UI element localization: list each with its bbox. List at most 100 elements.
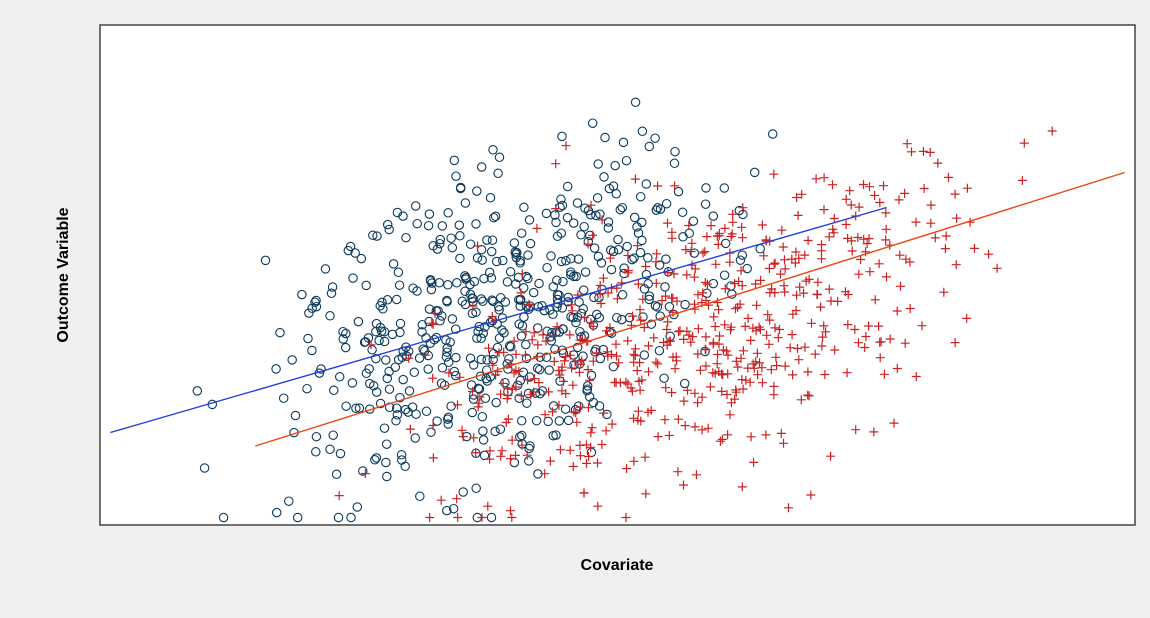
circle-point — [548, 401, 559, 411]
plus-point — [565, 350, 575, 360]
plus-point — [700, 344, 710, 354]
circle-point — [515, 301, 525, 311]
circle-point — [523, 250, 533, 260]
circle-point — [400, 404, 411, 415]
plus-point — [673, 414, 683, 424]
plus-point — [711, 259, 721, 269]
plus-point — [576, 359, 586, 369]
plus-point — [793, 344, 802, 353]
circle-point — [482, 355, 492, 365]
plus-point — [421, 350, 431, 360]
plus-point — [824, 284, 834, 294]
plus-point — [588, 356, 598, 366]
plus-point — [776, 428, 786, 438]
plus-point — [444, 368, 454, 378]
plus-point — [881, 235, 891, 245]
circle-point — [500, 377, 510, 388]
circle-point — [477, 255, 487, 265]
circle-point — [591, 210, 601, 221]
circle-point — [486, 273, 497, 283]
plus-point — [366, 340, 376, 350]
plus-point — [660, 415, 670, 425]
circle-point — [618, 137, 629, 148]
circle-point — [458, 487, 468, 497]
circle-point — [292, 512, 303, 523]
plus-point — [720, 284, 730, 294]
circle-point — [637, 217, 647, 228]
circle-point — [442, 296, 452, 307]
plus-point — [605, 253, 615, 263]
plus-point — [498, 378, 508, 388]
plus-point — [667, 227, 677, 237]
plus-point — [567, 363, 577, 373]
plus-point — [487, 312, 497, 321]
circle-point — [476, 162, 487, 172]
plus-point — [764, 264, 774, 273]
circle-point — [424, 304, 435, 314]
circle-point — [481, 373, 491, 384]
plus-point — [769, 169, 779, 179]
plus-point — [821, 327, 831, 337]
circle-point — [670, 146, 680, 157]
plus-point — [875, 353, 885, 363]
circle-point — [356, 253, 367, 264]
plus-point — [517, 440, 527, 450]
plus-point — [629, 349, 639, 359]
circle-point — [621, 155, 632, 166]
plus-point — [597, 440, 607, 449]
plus-point — [636, 416, 646, 426]
plus-point — [632, 241, 642, 251]
circle-point — [393, 267, 404, 278]
plus-point — [469, 433, 479, 443]
circle-point — [311, 447, 321, 457]
circle-point — [680, 299, 690, 310]
plus-point — [428, 373, 438, 383]
circle-point — [522, 398, 532, 408]
plus-point — [662, 325, 672, 334]
plus-point — [895, 250, 905, 260]
plus-point — [428, 453, 438, 463]
plus-point — [428, 421, 438, 430]
circle-point — [412, 286, 422, 296]
plus-point — [584, 403, 593, 413]
plus-point — [597, 215, 607, 225]
circle-point — [542, 262, 552, 273]
plus-point — [697, 425, 707, 435]
circle-point — [509, 238, 520, 248]
circle-point — [352, 502, 363, 512]
circle-point — [534, 278, 544, 289]
circle-point — [572, 342, 583, 353]
circle-point — [371, 326, 381, 337]
circle-point — [435, 234, 446, 245]
plus-point — [770, 323, 780, 333]
circle-point — [437, 311, 447, 321]
plus-point — [854, 269, 864, 279]
plus-point — [634, 376, 644, 386]
plus-point — [970, 243, 979, 253]
plus-point — [811, 174, 821, 184]
plus-point — [759, 251, 769, 261]
circle-point — [504, 341, 515, 351]
plus-point — [640, 452, 650, 462]
circle-point — [460, 299, 471, 310]
plus-point — [586, 428, 596, 438]
plus-point — [612, 351, 622, 361]
plus-point — [485, 454, 495, 464]
plus-point — [803, 236, 813, 245]
circle-point — [426, 427, 436, 437]
circle-point — [489, 212, 499, 223]
circle-point — [560, 404, 571, 414]
plus-point — [663, 218, 672, 228]
plus-point — [853, 233, 863, 242]
plus-point — [731, 304, 740, 314]
circle-point — [302, 383, 312, 394]
plus-point — [575, 367, 584, 377]
circle-point — [334, 372, 345, 382]
circle-point — [449, 366, 460, 377]
plus-point — [758, 378, 767, 388]
plus-point — [632, 366, 642, 376]
plus-point — [455, 372, 465, 382]
circle-point — [421, 333, 431, 343]
plus-point — [516, 288, 526, 298]
plus-point — [651, 257, 661, 267]
